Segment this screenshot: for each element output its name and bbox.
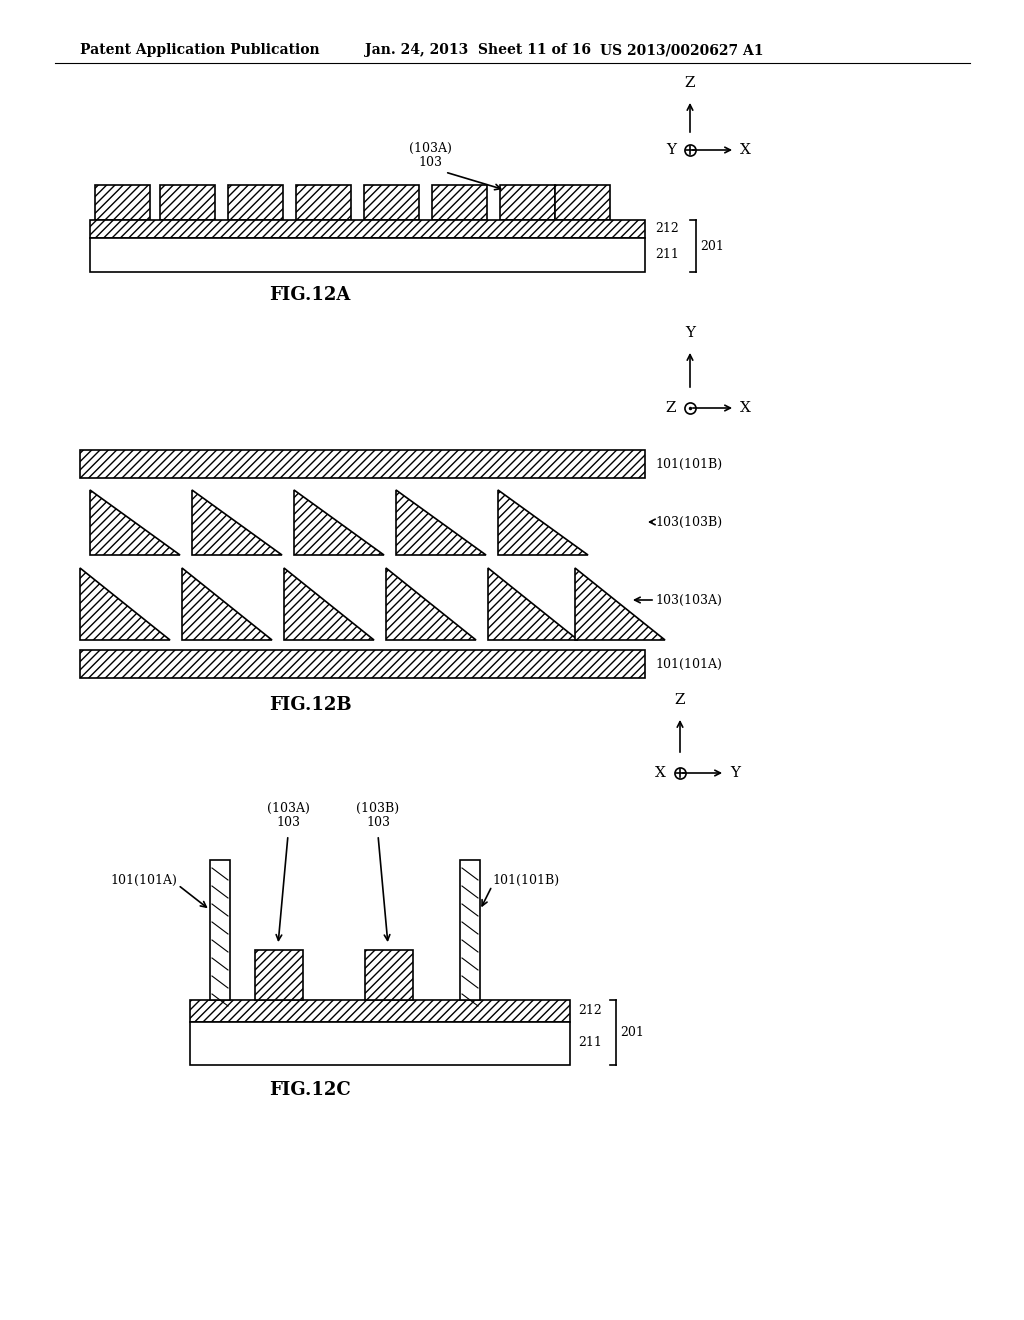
Text: Y: Y [666,143,676,157]
Text: (103A): (103A) [409,141,452,154]
Text: Patent Application Publication: Patent Application Publication [80,44,319,57]
Bar [365,950,413,1001]
Bar [500,185,555,220]
Polygon shape [284,568,374,640]
Text: 101(101B): 101(101B) [492,874,559,887]
Text: 101(101A): 101(101A) [110,874,177,887]
Text: FIG.12A: FIG.12A [269,286,350,304]
Polygon shape [182,568,272,640]
Bar [296,185,351,220]
Text: Z: Z [675,693,685,708]
Polygon shape [498,490,588,554]
Text: 201: 201 [620,1026,644,1039]
Text: Y: Y [730,766,740,780]
Bar [210,861,230,1001]
Text: Z: Z [685,77,695,90]
Polygon shape [193,490,282,554]
Text: 103: 103 [276,816,300,829]
Bar [364,185,419,220]
Text: X: X [740,401,751,414]
Text: Z: Z [666,401,676,414]
Polygon shape [488,568,578,640]
Bar [460,861,480,1001]
Bar [80,450,645,478]
Text: 101(101B): 101(101B) [655,458,722,470]
Bar [190,1001,570,1022]
Text: 103: 103 [418,156,442,169]
Bar [228,185,283,220]
Text: 103: 103 [366,816,390,829]
Text: 211: 211 [578,1036,602,1049]
Text: Jan. 24, 2013  Sheet 11 of 16: Jan. 24, 2013 Sheet 11 of 16 [365,44,591,57]
Bar [80,649,645,678]
Text: 211: 211 [655,248,679,260]
Text: 103(103A): 103(103A) [655,594,722,606]
Text: 212: 212 [578,1003,602,1016]
Bar [255,950,303,1001]
Text: 212: 212 [655,222,679,235]
Text: (103B): (103B) [356,801,399,814]
Polygon shape [90,490,180,554]
Text: (103A): (103A) [266,801,309,814]
Bar [90,238,645,272]
Text: US 2013/0020627 A1: US 2013/0020627 A1 [600,44,764,57]
Polygon shape [575,568,665,640]
Text: X: X [655,766,666,780]
Polygon shape [80,568,170,640]
Text: Y: Y [685,326,695,341]
Text: FIG.12B: FIG.12B [268,696,351,714]
Bar [190,1022,570,1065]
Bar [90,220,645,238]
Polygon shape [396,490,486,554]
Text: 103(103B): 103(103B) [655,516,722,528]
Bar [160,185,215,220]
Bar [555,185,610,220]
Text: 201: 201 [700,239,724,252]
Bar [432,185,487,220]
Text: FIG.12C: FIG.12C [269,1081,351,1100]
Polygon shape [294,490,384,554]
Text: X: X [740,143,751,157]
Bar [95,185,150,220]
Polygon shape [386,568,476,640]
Text: 101(101A): 101(101A) [655,657,722,671]
